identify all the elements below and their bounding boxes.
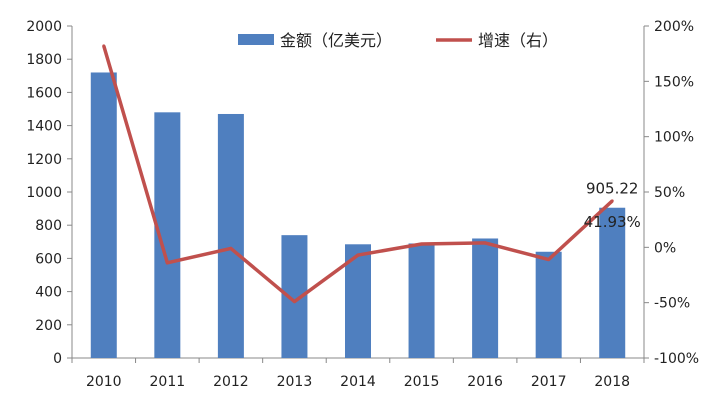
line-point	[165, 261, 169, 265]
annotations: 905.22 41.93%	[584, 180, 641, 231]
y-left-tick-label: 1600	[26, 85, 62, 101]
y-left-tick-label: 200	[35, 318, 62, 334]
y-right-tick-label: 200%	[654, 19, 694, 35]
line-point	[420, 242, 424, 246]
tick-labels: 0 200 400 600 800 1000 1200 1400 1600 1800 2000 -10…	[26, 19, 699, 390]
y-left-tick-label: 600	[35, 251, 62, 267]
y-left-tick-label: 1000	[26, 185, 62, 201]
bar	[408, 243, 435, 358]
y-left-tick-label: 0	[53, 351, 62, 367]
line-point	[547, 258, 551, 262]
line-point	[102, 44, 106, 48]
y-left-tick-label: 1400	[26, 119, 62, 135]
bar	[90, 72, 117, 358]
y-right-tick-label: 100%	[654, 130, 694, 146]
legend-label-line: 增速（右）	[478, 31, 558, 50]
bar	[217, 113, 244, 358]
bar-data-label: 905.22	[586, 180, 639, 198]
y-left-tick-label: 1800	[26, 52, 62, 68]
x-tick-label: 2015	[404, 374, 440, 390]
y-left-tick-label: 400	[35, 285, 62, 301]
bar	[472, 238, 499, 358]
x-tick-label: 2018	[594, 374, 630, 390]
x-tick-label: 2013	[277, 374, 313, 390]
bar	[599, 207, 626, 358]
bar	[535, 251, 562, 358]
bar-series	[90, 72, 626, 358]
legend-label-bar: 金额（亿美元）	[280, 31, 392, 50]
line-point	[483, 241, 487, 245]
x-tick-label: 2012	[213, 374, 249, 390]
x-tick-label: 2010	[86, 374, 122, 390]
y-right-tick-label: -50%	[654, 296, 690, 312]
line-point	[229, 246, 233, 250]
y-left-tick-label: 1200	[26, 152, 62, 168]
x-tick-label: 2016	[467, 374, 503, 390]
legend-swatch-bar	[238, 34, 274, 45]
line-point	[356, 253, 360, 257]
legend: 金额（亿美元） 增速（右）	[238, 31, 558, 50]
line-point	[292, 300, 296, 304]
x-tick-label: 2014	[340, 374, 376, 390]
y-right-tick-label: 50%	[654, 185, 685, 201]
x-tick-label: 2011	[150, 374, 186, 390]
line-series	[102, 44, 614, 304]
y-right-tick-label: -100%	[654, 351, 699, 367]
y-right-tick-label: 150%	[654, 74, 694, 90]
line-point	[610, 199, 614, 203]
line-data-label: 41.93%	[584, 213, 641, 231]
y-left-tick-label: 800	[35, 218, 62, 234]
y-left-tick-label: 2000	[26, 19, 62, 35]
x-tick-label: 2017	[531, 374, 567, 390]
y-right-tick-label: 0%	[654, 240, 676, 256]
